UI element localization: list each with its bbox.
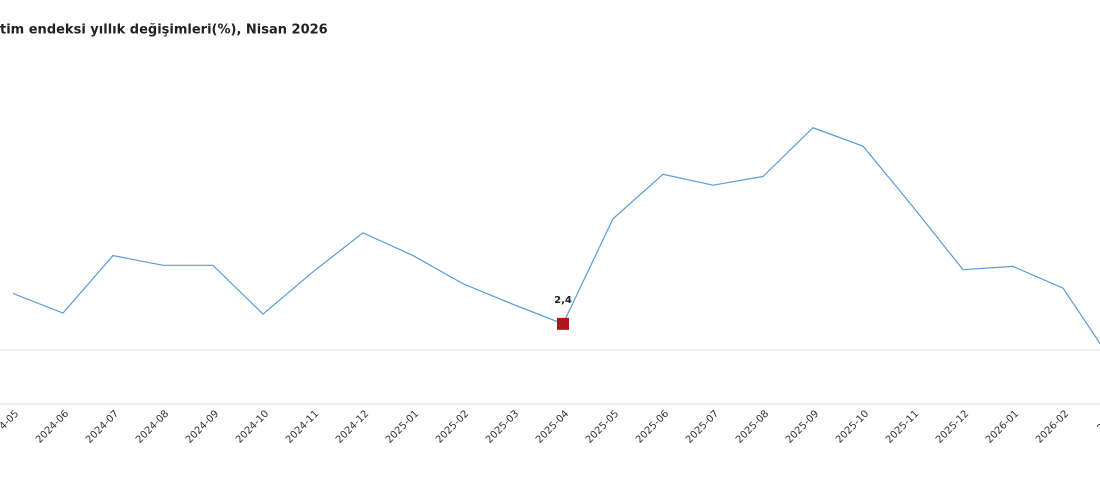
x-tick-label: 4-05 xyxy=(0,408,21,432)
x-tick-label: 2025-05 xyxy=(584,408,621,445)
marker xyxy=(557,317,569,330)
x-tick-label: 2025-08 xyxy=(734,408,771,445)
value-label: 2,4 xyxy=(554,295,572,306)
x-tick-label: 2025-07 xyxy=(684,408,721,445)
x-tick-label: 2024-10 xyxy=(234,408,271,445)
x-tick-label: 2026-02 xyxy=(1034,408,1071,445)
x-tick-label: 2025-04 xyxy=(534,408,571,445)
x-tick-label: 2024-09 xyxy=(184,408,221,445)
x-tick-label: 2024-11 xyxy=(284,408,321,445)
chart-title: tim endeksi yıllık değişimleri(%), Nisan… xyxy=(0,23,328,38)
x-tick-label: 2025-02 xyxy=(434,408,471,445)
x-tick-label: 2025-03 xyxy=(484,408,521,445)
x-tick-label: 2024-07 xyxy=(84,408,121,445)
x-tick-label: 2026 xyxy=(1095,408,1100,434)
x-tick-label: 2025-01 xyxy=(384,408,421,445)
x-tick-label: 2024-06 xyxy=(34,408,71,445)
x-tick-label: 2026-01 xyxy=(984,408,1021,445)
line xyxy=(12,127,1100,345)
x-tick-label: 2025-09 xyxy=(784,408,821,445)
x-tick-label: 2025-10 xyxy=(834,408,871,445)
x-tick-label: 2024-08 xyxy=(134,408,171,445)
x-tick-label: 2025-11 xyxy=(884,408,921,445)
x-tick-label: 2025-06 xyxy=(634,408,671,445)
x-tick-label: 2025-12 xyxy=(934,408,971,445)
x-tick-label: 2024-12 xyxy=(334,408,371,445)
